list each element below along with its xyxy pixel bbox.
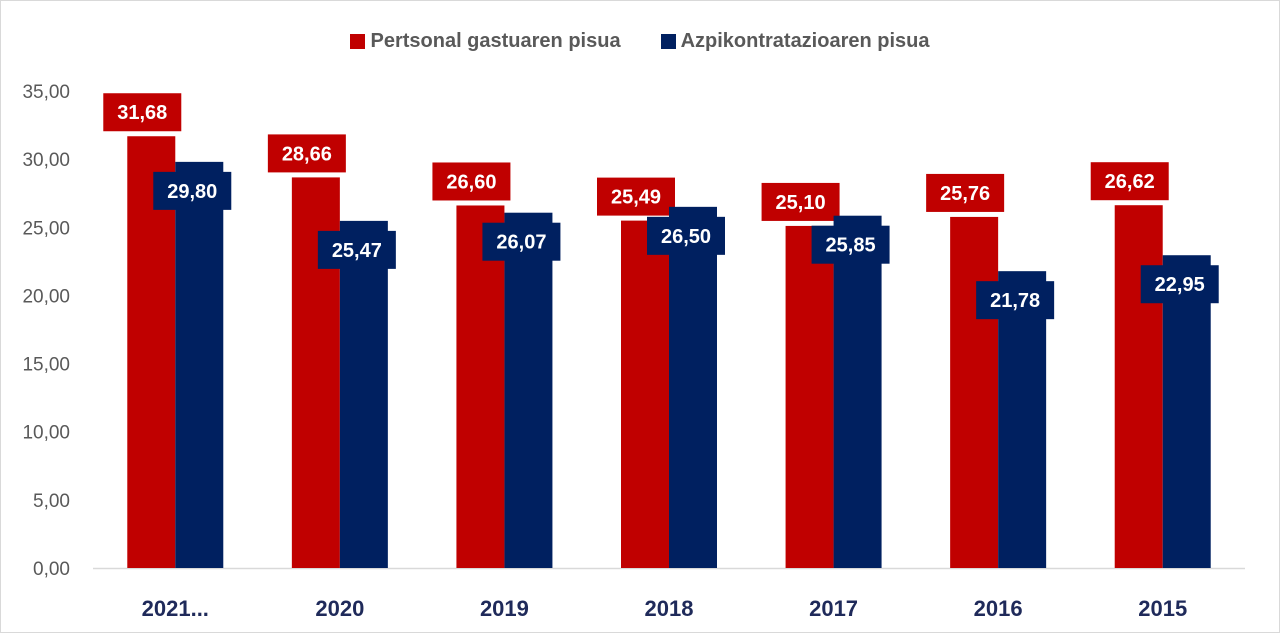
data-label-box <box>597 177 675 216</box>
data-label: 25,76 <box>940 183 990 205</box>
bar-subcontracting <box>504 212 553 569</box>
data-label-box <box>1140 265 1219 304</box>
legend-item-personnel: Pertsonal gastuaren pisua <box>350 30 621 53</box>
data-label-box <box>153 171 232 210</box>
data-label: 26,62 <box>1105 171 1155 193</box>
data-label: 25,10 <box>776 192 826 214</box>
legend-label-subcontracting: Azpikontratazioaren pisua <box>680 30 930 52</box>
x-category-label: 2017 <box>809 596 858 621</box>
data-label-box <box>761 182 840 221</box>
data-label: 28,66 <box>282 143 332 165</box>
data-label: 26,50 <box>661 226 711 248</box>
y-tick-label: 0,00 <box>33 559 70 580</box>
data-label: 31,68 <box>117 102 167 124</box>
data-label-box <box>482 222 561 261</box>
data-label: 22,95 <box>1155 274 1205 296</box>
data-label: 26,07 <box>496 232 546 254</box>
y-tick-label: 5,00 <box>33 491 70 512</box>
bar-subcontracting <box>998 271 1047 568</box>
data-label-box <box>317 230 396 269</box>
data-label-box <box>1090 162 1169 201</box>
data-label-box <box>432 162 511 201</box>
x-category-label: 2015 <box>1138 596 1187 621</box>
y-tick-label: 35,00 <box>22 82 70 103</box>
x-category-label: 2016 <box>974 596 1023 621</box>
x-category-label: 2019 <box>480 596 529 621</box>
bar-subcontracting <box>175 161 224 568</box>
bar-subcontracting <box>833 215 882 569</box>
data-label-box <box>267 134 346 173</box>
data-label: 25,85 <box>826 235 876 257</box>
bar-personnel <box>456 205 505 569</box>
bar-personnel <box>950 216 999 569</box>
bar-subcontracting <box>1162 255 1211 568</box>
bar-subcontracting <box>339 220 388 568</box>
legend-swatch-personnel <box>350 34 366 49</box>
x-category-label: 2021... <box>142 596 209 621</box>
legend: Pertsonal gastuaren pisua Azpikontratazi… <box>0 30 1280 53</box>
data-label-box <box>811 225 890 264</box>
legend-label-personnel: Pertsonal gastuaren pisua <box>370 30 621 52</box>
bar-subcontracting <box>669 206 717 569</box>
data-label: 25,49 <box>611 187 661 209</box>
bar-personnel <box>621 220 669 568</box>
data-label-box <box>647 216 725 255</box>
data-label: 25,47 <box>332 240 382 262</box>
bar-personnel <box>1114 205 1163 568</box>
legend-item-subcontracting: Azpikontratazioaren pisua <box>660 30 930 53</box>
y-tick-label: 30,00 <box>22 150 70 171</box>
bar-personnel <box>785 225 834 568</box>
x-category-label: 2018 <box>645 596 694 621</box>
data-label-box <box>926 173 1005 212</box>
data-label-box <box>103 93 182 132</box>
data-label: 26,60 <box>446 171 496 193</box>
y-tick-label: 20,00 <box>22 286 70 307</box>
x-category-label: 2020 <box>315 596 364 621</box>
data-label: 29,80 <box>167 181 217 203</box>
data-label: 21,78 <box>990 290 1040 312</box>
y-tick-label: 15,00 <box>22 355 70 376</box>
legend-swatch-subcontracting <box>660 34 676 49</box>
data-label-box <box>976 281 1055 320</box>
y-tick-label: 25,00 <box>22 218 70 239</box>
y-tick-label: 10,00 <box>22 423 70 444</box>
